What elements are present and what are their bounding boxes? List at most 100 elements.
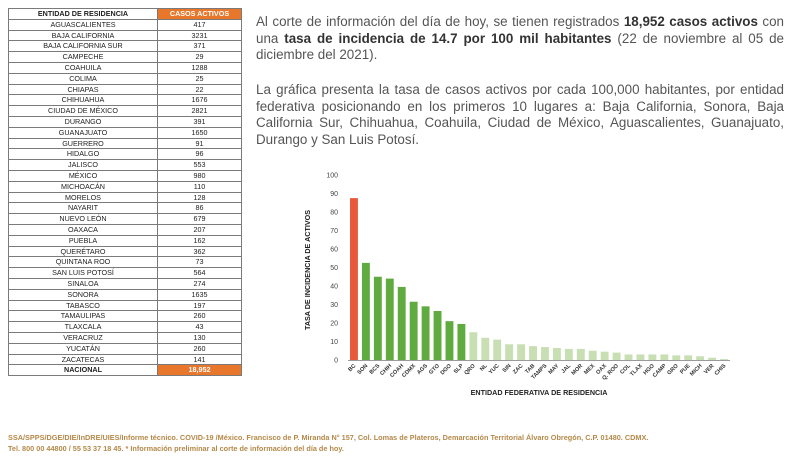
bar-dgo — [445, 321, 454, 360]
summary-text-c: con una — [256, 14, 784, 46]
table-row: TAMAULIPAS 260 — [8, 310, 242, 323]
y-tick-label: 90 — [330, 191, 338, 198]
entity-cell: SONORA — [8, 288, 158, 301]
entity-cell: GUERRERO — [8, 137, 158, 150]
y-tick-label: 50 — [330, 265, 338, 272]
entity-cell: PUEBLA — [8, 234, 158, 247]
entity-cell: DURANGO — [8, 115, 158, 128]
cases-cell: 162 — [157, 234, 242, 247]
table-row: CIUDAD DE MÉXICO 2821 — [8, 105, 242, 117]
x-tick-label: MEX — [583, 363, 596, 376]
table-row: COAHUILA 1288 — [8, 61, 242, 74]
cases-cell: 260 — [157, 310, 242, 323]
x-tick-label: GRO — [666, 363, 680, 377]
entity-cell: CHIHUAHUA — [8, 94, 158, 107]
table-row: TLAXCALA 43 — [8, 321, 242, 333]
bar-coah — [397, 286, 406, 360]
cases-cell: 362 — [157, 245, 242, 258]
table-row: NAYARIT 86 — [8, 202, 242, 215]
summary-text-e: (22 de noviembre al 05 de diciembre del … — [256, 30, 784, 63]
y-tick-label: 80 — [330, 210, 338, 217]
table-row: PUEBLA 162 — [8, 234, 242, 247]
summary-cases-total: 18,952 casos activos — [623, 14, 758, 29]
header-entity: ENTIDAD DE RESIDENCIA — [8, 8, 158, 20]
entity-cell: QUINTANA ROO — [8, 256, 158, 269]
table-row: ZACATECAS 141 — [8, 353, 242, 366]
cases-cell: 86 — [157, 202, 242, 215]
table-row: CHIAPAS 22 — [8, 83, 242, 96]
cases-cell: 110 — [157, 180, 242, 193]
x-tick-label: DGO — [440, 363, 454, 377]
table-row: AGUASCALIENTES 417 — [8, 18, 242, 31]
bar-bc — [350, 198, 358, 360]
active-cases-table: ENTIDAD DE RESIDENCIA CASOS ACTIVOS AGUA… — [8, 8, 242, 377]
bar-pue — [684, 355, 693, 360]
bar-may — [552, 347, 561, 360]
entity-cell: SINALOA — [8, 277, 158, 290]
cases-cell: 25 — [157, 72, 242, 85]
entity-cell: YUCATÁN — [8, 342, 158, 355]
entity-cell: TABASCO — [8, 299, 158, 312]
table-row: MICHOACÁN 110 — [8, 180, 242, 193]
cases-cell: 553 — [157, 159, 242, 171]
y-tick-label: 30 — [330, 302, 338, 309]
table-row: MORELOS 128 — [8, 191, 242, 204]
entity-cell: CAMPECHE — [8, 51, 158, 63]
bar-qroo — [612, 352, 621, 360]
x-tick-label: QRO — [463, 363, 477, 377]
bar-chis — [720, 359, 728, 360]
entity-cell: TAMAULIPAS — [8, 310, 158, 323]
table-row: MÉXICO 980 — [8, 169, 242, 182]
bar-cdmx — [409, 301, 418, 360]
entity-cell: NAYARIT — [8, 202, 158, 215]
entity-cell: HIDALGO — [8, 148, 158, 161]
bar-gto — [433, 310, 442, 360]
x-tick-label: SON — [357, 363, 370, 376]
cases-cell: 980 — [157, 169, 242, 182]
bar-mich — [696, 356, 705, 360]
table-row: BAJA CALIFORNIA 3231 — [8, 29, 242, 42]
bar-slp — [457, 323, 466, 360]
bar-gro — [672, 355, 681, 360]
x-tick-label: CHIS — [714, 363, 728, 377]
cases-cell: 564 — [157, 267, 242, 279]
table-row: VERACRUZ 130 — [8, 331, 242, 344]
cases-cell: 73 — [157, 256, 242, 269]
table-header-row: ENTIDAD DE RESIDENCIA CASOS ACTIVOS — [8, 8, 242, 20]
cases-cell: 1676 — [157, 94, 242, 107]
summary-incidence-rate: tasa de incidencia de 14.7 por 100 mil h… — [284, 30, 612, 46]
bar-mor — [576, 348, 585, 360]
cases-cell: 679 — [157, 213, 242, 225]
cases-cell: 96 — [157, 148, 242, 161]
cases-cell: 3231 — [157, 29, 242, 42]
entity-cell: COAHUILA — [8, 61, 158, 74]
cases-cell: 29 — [157, 51, 242, 63]
bar-ver — [708, 357, 717, 360]
bar-mex — [588, 350, 597, 360]
cases-cell: 274 — [157, 277, 242, 290]
x-tick-label: MAY — [548, 363, 561, 376]
bar-camp — [660, 354, 669, 360]
x-tick-label: BC — [347, 363, 357, 373]
x-tick-label: MOR — [571, 363, 584, 376]
footer-line-2: Tel. 800 00 44800 / 55 53 37 18 45. * In… — [8, 443, 344, 453]
entity-cell: VERACRUZ — [8, 331, 158, 344]
entity-cell: CIUDAD DE MÉXICO — [8, 105, 158, 117]
bar-ags — [421, 306, 430, 360]
x-tick-label: CAMP — [652, 363, 668, 379]
entity-cell: SAN LUIS POTOSÍ — [8, 267, 158, 279]
total-row: NACIONAL 18,952 — [8, 364, 242, 377]
cases-cell: 207 — [157, 223, 242, 236]
x-tick-label: TLAX — [629, 363, 644, 378]
table-row: CAMPECHE 29 — [8, 51, 242, 63]
table-row: BAJA CALIFORNIA SUR 371 — [8, 40, 242, 53]
cases-cell: 43 — [157, 321, 242, 333]
entity-cell: BAJA CALIFORNIA SUR — [8, 40, 158, 53]
table-row: SAN LUIS POTOSÍ 564 — [8, 267, 242, 279]
entity-cell: QUERÉTARO — [8, 245, 158, 258]
table-row: GUERRERO 91 — [8, 137, 242, 150]
total-value: 18,952 — [157, 364, 242, 377]
entity-cell: CHIAPAS — [8, 83, 158, 96]
y-tick-label: 100 — [326, 173, 338, 180]
table-row: OAXACA 207 — [8, 223, 242, 236]
